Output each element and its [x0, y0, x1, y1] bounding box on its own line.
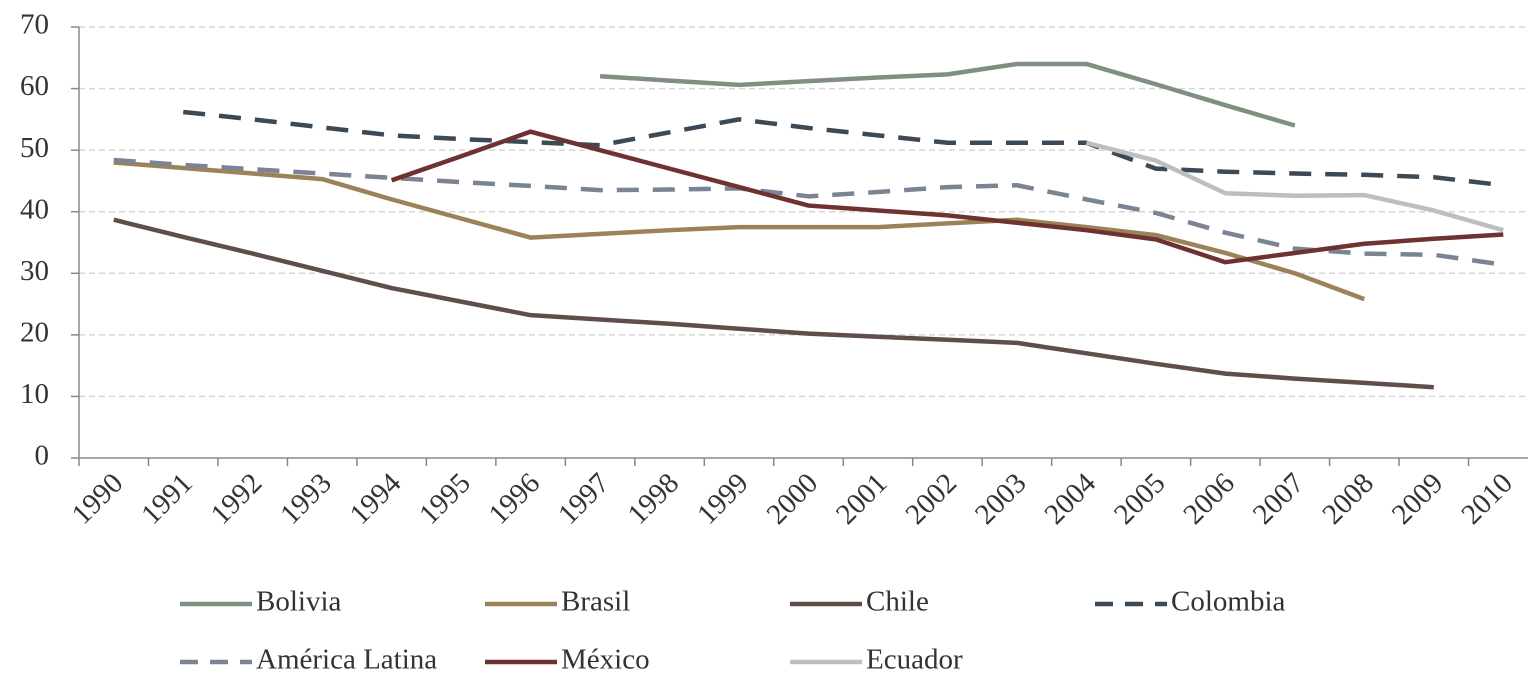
x-tick-label: 1997	[552, 467, 616, 531]
x-tick-label: 2004	[1038, 467, 1102, 531]
x-tick-label: 1996	[483, 467, 547, 531]
legend-label: México	[561, 644, 650, 674]
series-line	[113, 217, 1434, 390]
legend-label: Colombia	[1171, 586, 1286, 618]
x-tick-label: 2010	[1455, 467, 1519, 531]
series-line	[390, 129, 1504, 265]
x-tick-label: 1999	[691, 467, 755, 531]
series-line	[1085, 140, 1504, 233]
x-tick-label: 2003	[969, 467, 1033, 531]
x-tick-label: 2009	[1386, 467, 1450, 531]
x-tick-label: 2006	[1177, 467, 1241, 531]
y-tick-label: 0	[35, 440, 50, 472]
y-tick-label: 10	[20, 378, 49, 410]
series-line	[113, 157, 1504, 267]
x-tick-label: 2008	[1316, 467, 1380, 531]
series-line	[113, 160, 1366, 302]
x-tick-label: 2007	[1247, 467, 1311, 531]
x-tick-label: 2000	[761, 467, 825, 531]
x-tick-label: 1998	[622, 467, 686, 531]
legend-label: Bolivia	[256, 586, 342, 618]
legend-label: Ecuador	[866, 644, 963, 674]
x-tick-label: 2002	[899, 467, 963, 531]
x-tick-label: 1995	[413, 467, 477, 531]
y-tick-label: 70	[20, 9, 49, 41]
x-tick-label: 2001	[830, 467, 894, 531]
x-tick-label: 1994	[344, 467, 408, 531]
y-tick-label: 30	[20, 255, 49, 287]
y-tick-label: 50	[20, 132, 49, 164]
x-tick-label: 1993	[274, 467, 338, 531]
y-tick-label: 40	[20, 193, 49, 225]
legend-label: Brasil	[561, 586, 630, 618]
x-tick-label: 2005	[1108, 467, 1172, 531]
legend-label: América Latina	[256, 644, 437, 674]
legend-label: Chile	[866, 586, 929, 618]
x-tick-label: 1990	[66, 467, 130, 531]
y-tick-label: 60	[20, 70, 49, 102]
series-line	[599, 61, 1296, 128]
series-line	[182, 109, 1504, 188]
y-tick-label: 20	[20, 317, 49, 349]
x-tick-label: 1991	[135, 467, 199, 531]
x-tick-label: 1992	[205, 467, 269, 531]
